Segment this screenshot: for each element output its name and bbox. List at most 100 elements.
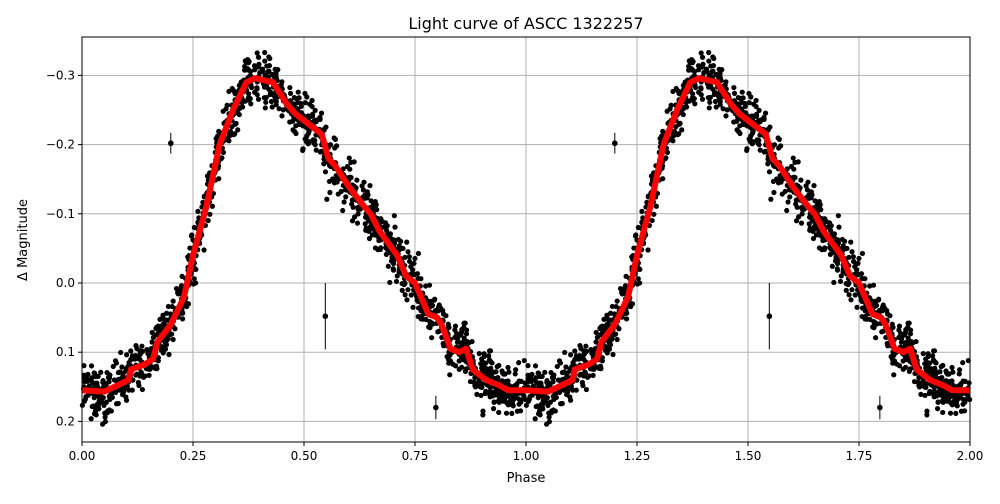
data-point — [233, 120, 239, 127]
data-point — [160, 350, 166, 356]
data-point — [418, 276, 424, 282]
data-point — [604, 350, 610, 356]
data-point — [941, 390, 948, 396]
data-point — [843, 287, 849, 293]
data-point — [512, 371, 518, 377]
data-point — [226, 138, 232, 144]
data-point — [90, 380, 96, 386]
data-point — [232, 131, 238, 137]
data-point — [808, 189, 814, 195]
data-point — [229, 124, 235, 130]
data-point — [546, 414, 552, 420]
data-point — [393, 278, 400, 285]
data-point — [854, 267, 860, 273]
data-point — [483, 388, 489, 394]
data-point — [923, 384, 929, 391]
data-point — [287, 90, 294, 96]
data-point — [454, 339, 461, 345]
data-point — [771, 189, 777, 196]
data-point — [724, 107, 730, 113]
data-point — [427, 319, 433, 325]
data-point — [445, 356, 451, 362]
data-point — [154, 366, 160, 372]
data-point — [546, 419, 553, 425]
data-point — [373, 232, 379, 238]
data-point — [593, 329, 599, 336]
data-point — [814, 202, 820, 208]
data-point — [676, 131, 682, 137]
data-point — [379, 218, 385, 225]
data-point — [251, 63, 258, 69]
data-point — [720, 106, 726, 112]
data-point — [201, 247, 207, 253]
data-point — [546, 410, 552, 416]
data-point — [91, 370, 98, 376]
data-point — [509, 410, 515, 417]
data-point — [207, 211, 213, 217]
data-point — [474, 391, 480, 397]
data-point — [334, 143, 340, 149]
data-point — [154, 324, 160, 330]
data-point — [108, 408, 114, 414]
data-point — [370, 202, 376, 208]
data-point — [761, 149, 767, 155]
data-point — [757, 147, 763, 153]
data-point — [710, 54, 716, 60]
data-point — [129, 387, 135, 393]
data-point — [806, 221, 812, 227]
data-point — [734, 101, 740, 107]
data-point — [739, 89, 745, 95]
data-point — [496, 409, 502, 416]
data-point — [706, 58, 712, 64]
data-point — [855, 272, 861, 278]
data-point — [884, 340, 890, 347]
data-point — [935, 399, 941, 405]
data-point — [629, 301, 636, 307]
data-point — [276, 106, 282, 112]
data-point — [947, 410, 954, 416]
data-point — [406, 258, 413, 265]
data-point — [717, 98, 723, 104]
data-point — [447, 372, 453, 378]
data-point — [365, 227, 372, 234]
data-point — [846, 254, 852, 260]
data-point — [579, 379, 585, 386]
data-point — [834, 267, 841, 273]
data-point — [922, 392, 928, 399]
data-point — [838, 273, 844, 279]
data-point — [903, 356, 910, 363]
data-point — [949, 378, 955, 384]
data-point — [83, 394, 89, 400]
data-point — [532, 416, 538, 422]
data-point — [302, 100, 308, 106]
data-point — [368, 198, 374, 204]
data-point — [538, 393, 544, 399]
data-point — [396, 243, 402, 249]
data-point — [706, 105, 712, 111]
data-point — [811, 182, 817, 189]
data-point — [637, 280, 643, 286]
data-point — [372, 245, 379, 251]
data-point — [463, 331, 470, 337]
data-point — [565, 386, 572, 392]
data-point — [134, 346, 140, 352]
data-point — [521, 357, 527, 364]
data-point — [335, 191, 341, 197]
data-point — [632, 233, 639, 239]
data-point — [101, 402, 107, 408]
data-point — [518, 399, 524, 405]
data-point — [135, 379, 141, 386]
data-point — [590, 349, 596, 355]
data-point — [100, 395, 106, 401]
data-point — [568, 352, 574, 358]
data-point — [580, 371, 586, 377]
data-point — [796, 214, 802, 220]
data-point — [862, 276, 868, 282]
data-point — [347, 174, 353, 180]
data-point — [487, 348, 494, 354]
data-point — [84, 374, 90, 380]
x-tick-label: 1.75 — [846, 449, 873, 463]
data-point — [293, 95, 299, 101]
data-point — [179, 316, 186, 322]
data-point — [490, 406, 497, 412]
